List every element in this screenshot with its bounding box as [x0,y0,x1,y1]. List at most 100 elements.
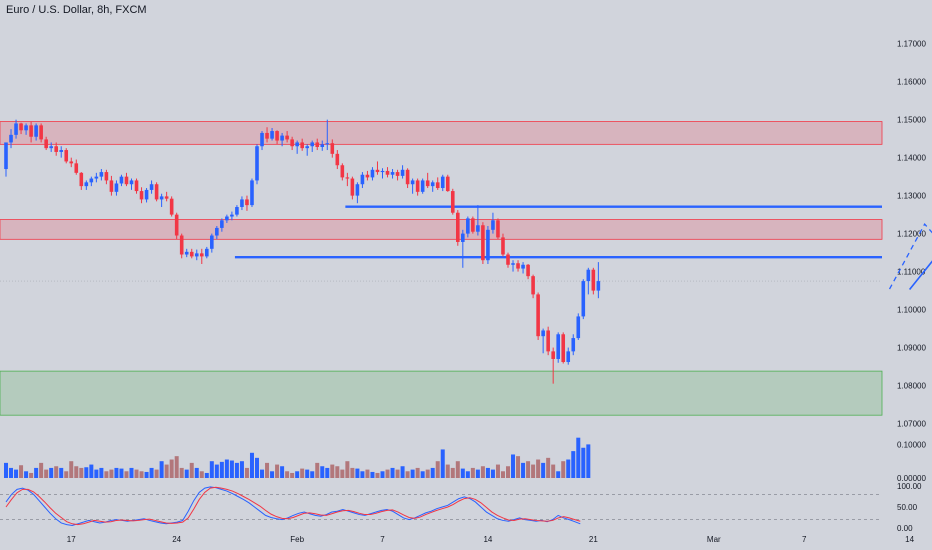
volume-bar [229,460,234,478]
candle-body [511,263,515,265]
price-axis[interactable]: 1.17000 1.16000 1.15000 1.14000 1.13000 1.120… [897,40,926,429]
volume-bar [335,466,340,478]
volume-bar [219,461,224,478]
price-tick-label: 1.08000 [897,382,926,391]
candle-body [134,180,139,192]
time-axis[interactable]: 1724Feb71421Mar7142128Apr [67,535,932,544]
time-tick-label: 7 [380,535,385,544]
candle [420,178,425,194]
candle [154,182,159,202]
time-tick-label: 17 [67,535,76,544]
candle [596,262,601,299]
volume-bar [460,468,465,478]
candle-body [355,184,360,196]
resistance-zone[interactable] [0,219,883,240]
candle-body [310,142,315,147]
candles [4,119,601,384]
candle-body [9,134,13,143]
volume-bar [375,472,380,478]
volume-bar [340,469,345,478]
volume-bar [576,437,581,478]
candle-body [360,174,365,185]
candle [491,212,495,234]
candle-body [450,191,455,213]
resistance-zone[interactable] [0,121,883,145]
candle [225,214,229,223]
candle-body [496,220,500,238]
candle [169,196,174,217]
candle-body [365,174,370,178]
candle-body [375,169,380,173]
volume-bar [114,467,119,478]
time-tick-label: 7 [802,535,807,544]
candle-body [149,184,154,190]
candle [576,313,581,340]
candle-body [4,142,8,170]
candle [395,169,400,181]
candle [390,169,395,179]
volume-bar [54,466,59,478]
candle [335,150,340,170]
volume-bar [209,461,214,478]
volume-bar [129,467,134,478]
candle [205,246,209,259]
candle-body [205,248,209,257]
volume-bar [159,461,164,478]
projection-path[interactable] [888,209,932,290]
volume-bar [154,469,159,478]
projection-arrow[interactable] [908,208,932,290]
candle-body [380,170,385,173]
stochastic-tick-label: 100.00 [897,482,922,491]
volume-bar [134,469,139,478]
candle [310,140,315,152]
support-zone[interactable] [0,370,883,416]
candle-body [109,180,114,192]
candle [184,248,189,258]
volume-bar [450,467,455,478]
candle-body [521,264,525,269]
candle-body [581,281,586,317]
candle-body [174,214,179,236]
volume-bar [305,469,310,478]
volume-bar [586,444,591,478]
time-tick-label: 21 [589,535,598,544]
stochastic-tick-label: 0.00 [897,524,913,533]
candle [14,119,18,139]
volume-bar [385,469,390,478]
candle-body [169,198,174,215]
candle-body [576,316,581,339]
volume-bar [179,467,184,478]
candle [124,172,129,187]
candle-body [430,182,435,187]
volume-bar [480,466,485,478]
candle-body [220,220,224,228]
candle-body [225,216,229,221]
volume-bar [420,471,425,478]
volume-bar [410,469,415,478]
candle [29,121,33,143]
candle [74,159,79,175]
candle-body [596,281,601,291]
volume-bar [285,471,290,478]
volume-bar [214,464,219,478]
candle [521,262,525,274]
candle-body [385,170,390,175]
candle [230,211,234,221]
candle [109,175,114,196]
time-tick-label: Mar [707,535,721,544]
volume-bar [255,457,259,478]
candle-body [440,176,445,189]
candle [370,167,375,181]
candle-body [24,125,28,131]
volume-bar [14,469,19,478]
candle [531,274,535,299]
volume-bar [84,467,89,478]
volume-bar [495,464,500,478]
candle-body [476,225,480,232]
volume-bar [74,466,79,478]
volume-bar [69,461,74,478]
volume-bar [24,471,29,478]
volume-bar [546,457,551,478]
price-tick-label: 1.11000 [897,268,926,277]
volume-bar [470,467,475,478]
